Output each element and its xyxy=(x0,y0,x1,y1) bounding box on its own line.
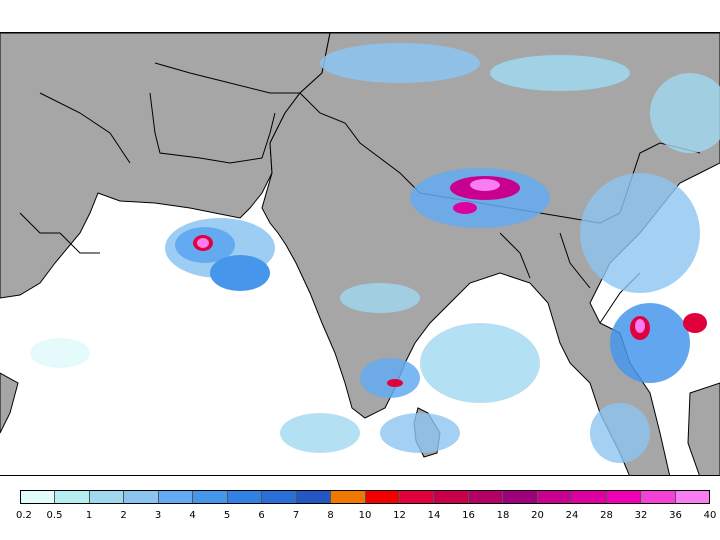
legend-tick-label: 16 xyxy=(462,510,475,521)
legend-tick-label: 28 xyxy=(600,510,613,521)
legend-swatch xyxy=(55,491,90,503)
legend-tick-label: 7 xyxy=(292,510,300,521)
legend-tick-label: 6 xyxy=(258,510,265,521)
legend-tick-label: 3 xyxy=(154,510,162,521)
legend-tick-label: 2 xyxy=(120,510,127,521)
legend-swatch xyxy=(331,491,366,503)
legend-swatch xyxy=(606,491,642,503)
legend-tick-label: 10 xyxy=(358,510,372,521)
map-canvas xyxy=(0,33,720,475)
legend-tick-label: 20 xyxy=(531,510,544,521)
legend-swatch xyxy=(158,491,194,503)
legend-swatch xyxy=(193,491,228,503)
legend-swatch xyxy=(262,491,297,503)
legend-tick-label: 24 xyxy=(565,510,579,521)
legend-swatch xyxy=(434,491,469,503)
legend-swatch xyxy=(296,491,332,503)
legend-tick-label: 5 xyxy=(223,510,231,521)
precipitation-field xyxy=(30,43,720,463)
land-southeast xyxy=(687,382,720,475)
legend-color-bar xyxy=(20,490,710,504)
legend-tick-label: 0.5 xyxy=(46,510,63,521)
legend-tick-label: 12 xyxy=(393,510,406,521)
legend-swatch xyxy=(537,491,573,503)
legend-swatch xyxy=(572,491,607,503)
legend-swatch xyxy=(503,491,538,503)
legend-tick-label: 0.2 xyxy=(16,510,32,521)
land-africa xyxy=(0,372,19,434)
legend-tick-label: 8 xyxy=(327,510,334,521)
legend-swatch xyxy=(227,491,263,503)
legend-tick-label: 1 xyxy=(85,510,93,521)
legend-swatch xyxy=(641,491,676,503)
legend-swatch xyxy=(399,491,435,503)
legend-tick-label: 4 xyxy=(189,510,196,521)
legend-swatch xyxy=(89,491,125,503)
legend-tick-label: 18 xyxy=(496,510,510,521)
legend-swatch xyxy=(468,491,504,503)
legend-tick-labels: 0.2 0.5 1 2 3 4 5 6 7 8 10 12 14 16 18 20 24 28 32 36 40 xyxy=(16,510,716,524)
precipitation-legend: 0.2 0.5 1 2 3 4 5 6 7 8 10 12 14 16 18 20 24 28 32 36 40 xyxy=(16,490,716,530)
legend-tick-label: 36 xyxy=(669,510,682,521)
legend-tick-label: 14 xyxy=(427,510,441,521)
precipitation-map xyxy=(0,32,720,476)
legend-tick-label: 40 xyxy=(703,510,717,521)
legend-swatch xyxy=(21,491,56,503)
legend-swatch xyxy=(675,491,710,503)
legend-swatch xyxy=(124,491,159,503)
legend-tick-label: 32 xyxy=(634,510,648,521)
legend-swatch xyxy=(365,491,400,503)
